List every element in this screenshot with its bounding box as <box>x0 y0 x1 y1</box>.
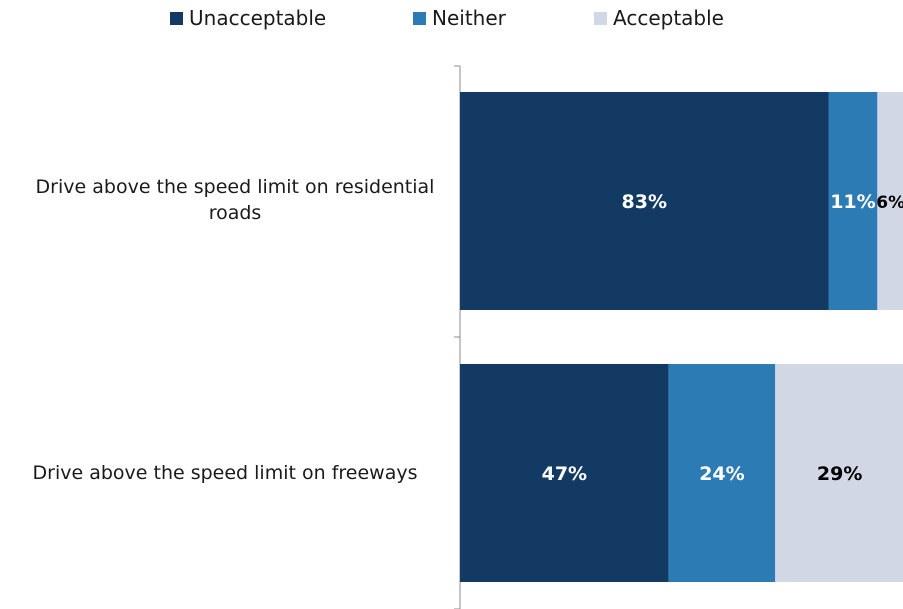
legend-item-acceptable: Acceptable <box>594 6 724 30</box>
bar-segment-neither-0 <box>828 92 878 310</box>
legend-item-neither: Neither <box>413 6 506 30</box>
legend-label-unacceptable: Unacceptable <box>189 6 327 30</box>
legend-label-neither: Neither <box>432 6 506 30</box>
bar-segment-acceptable-0 <box>877 92 903 310</box>
category-label-freeways: Drive above the speed limit on freeways <box>32 462 418 484</box>
legend-item-unacceptable: Unacceptable <box>170 6 326 30</box>
bar-segment-acceptable-1 <box>775 364 903 582</box>
legend-swatch-unacceptable <box>170 11 183 25</box>
data-label-acceptable-0: 6% <box>876 193 903 213</box>
category-label-residential-roads: Drive above the speed limit on residenti… <box>35 176 435 224</box>
bar-segment-neither-1 <box>668 364 776 582</box>
data-label-neither-1: 24% <box>699 463 744 485</box>
data-label-unacceptable-1: 47% <box>542 463 587 485</box>
legend-swatch-acceptable <box>594 11 607 25</box>
bar-segment-unacceptable-1 <box>460 364 669 582</box>
bar-segment-unacceptable-0 <box>460 92 829 310</box>
legend-swatch-neither <box>413 11 426 25</box>
data-label-unacceptable-0: 83% <box>622 191 667 213</box>
legend-label-acceptable: Acceptable <box>613 6 724 30</box>
data-label-neither-0: 11% <box>830 191 875 213</box>
legend: Unacceptable Neither Acceptable <box>0 6 903 32</box>
data-label-acceptable-1: 29% <box>817 463 862 485</box>
